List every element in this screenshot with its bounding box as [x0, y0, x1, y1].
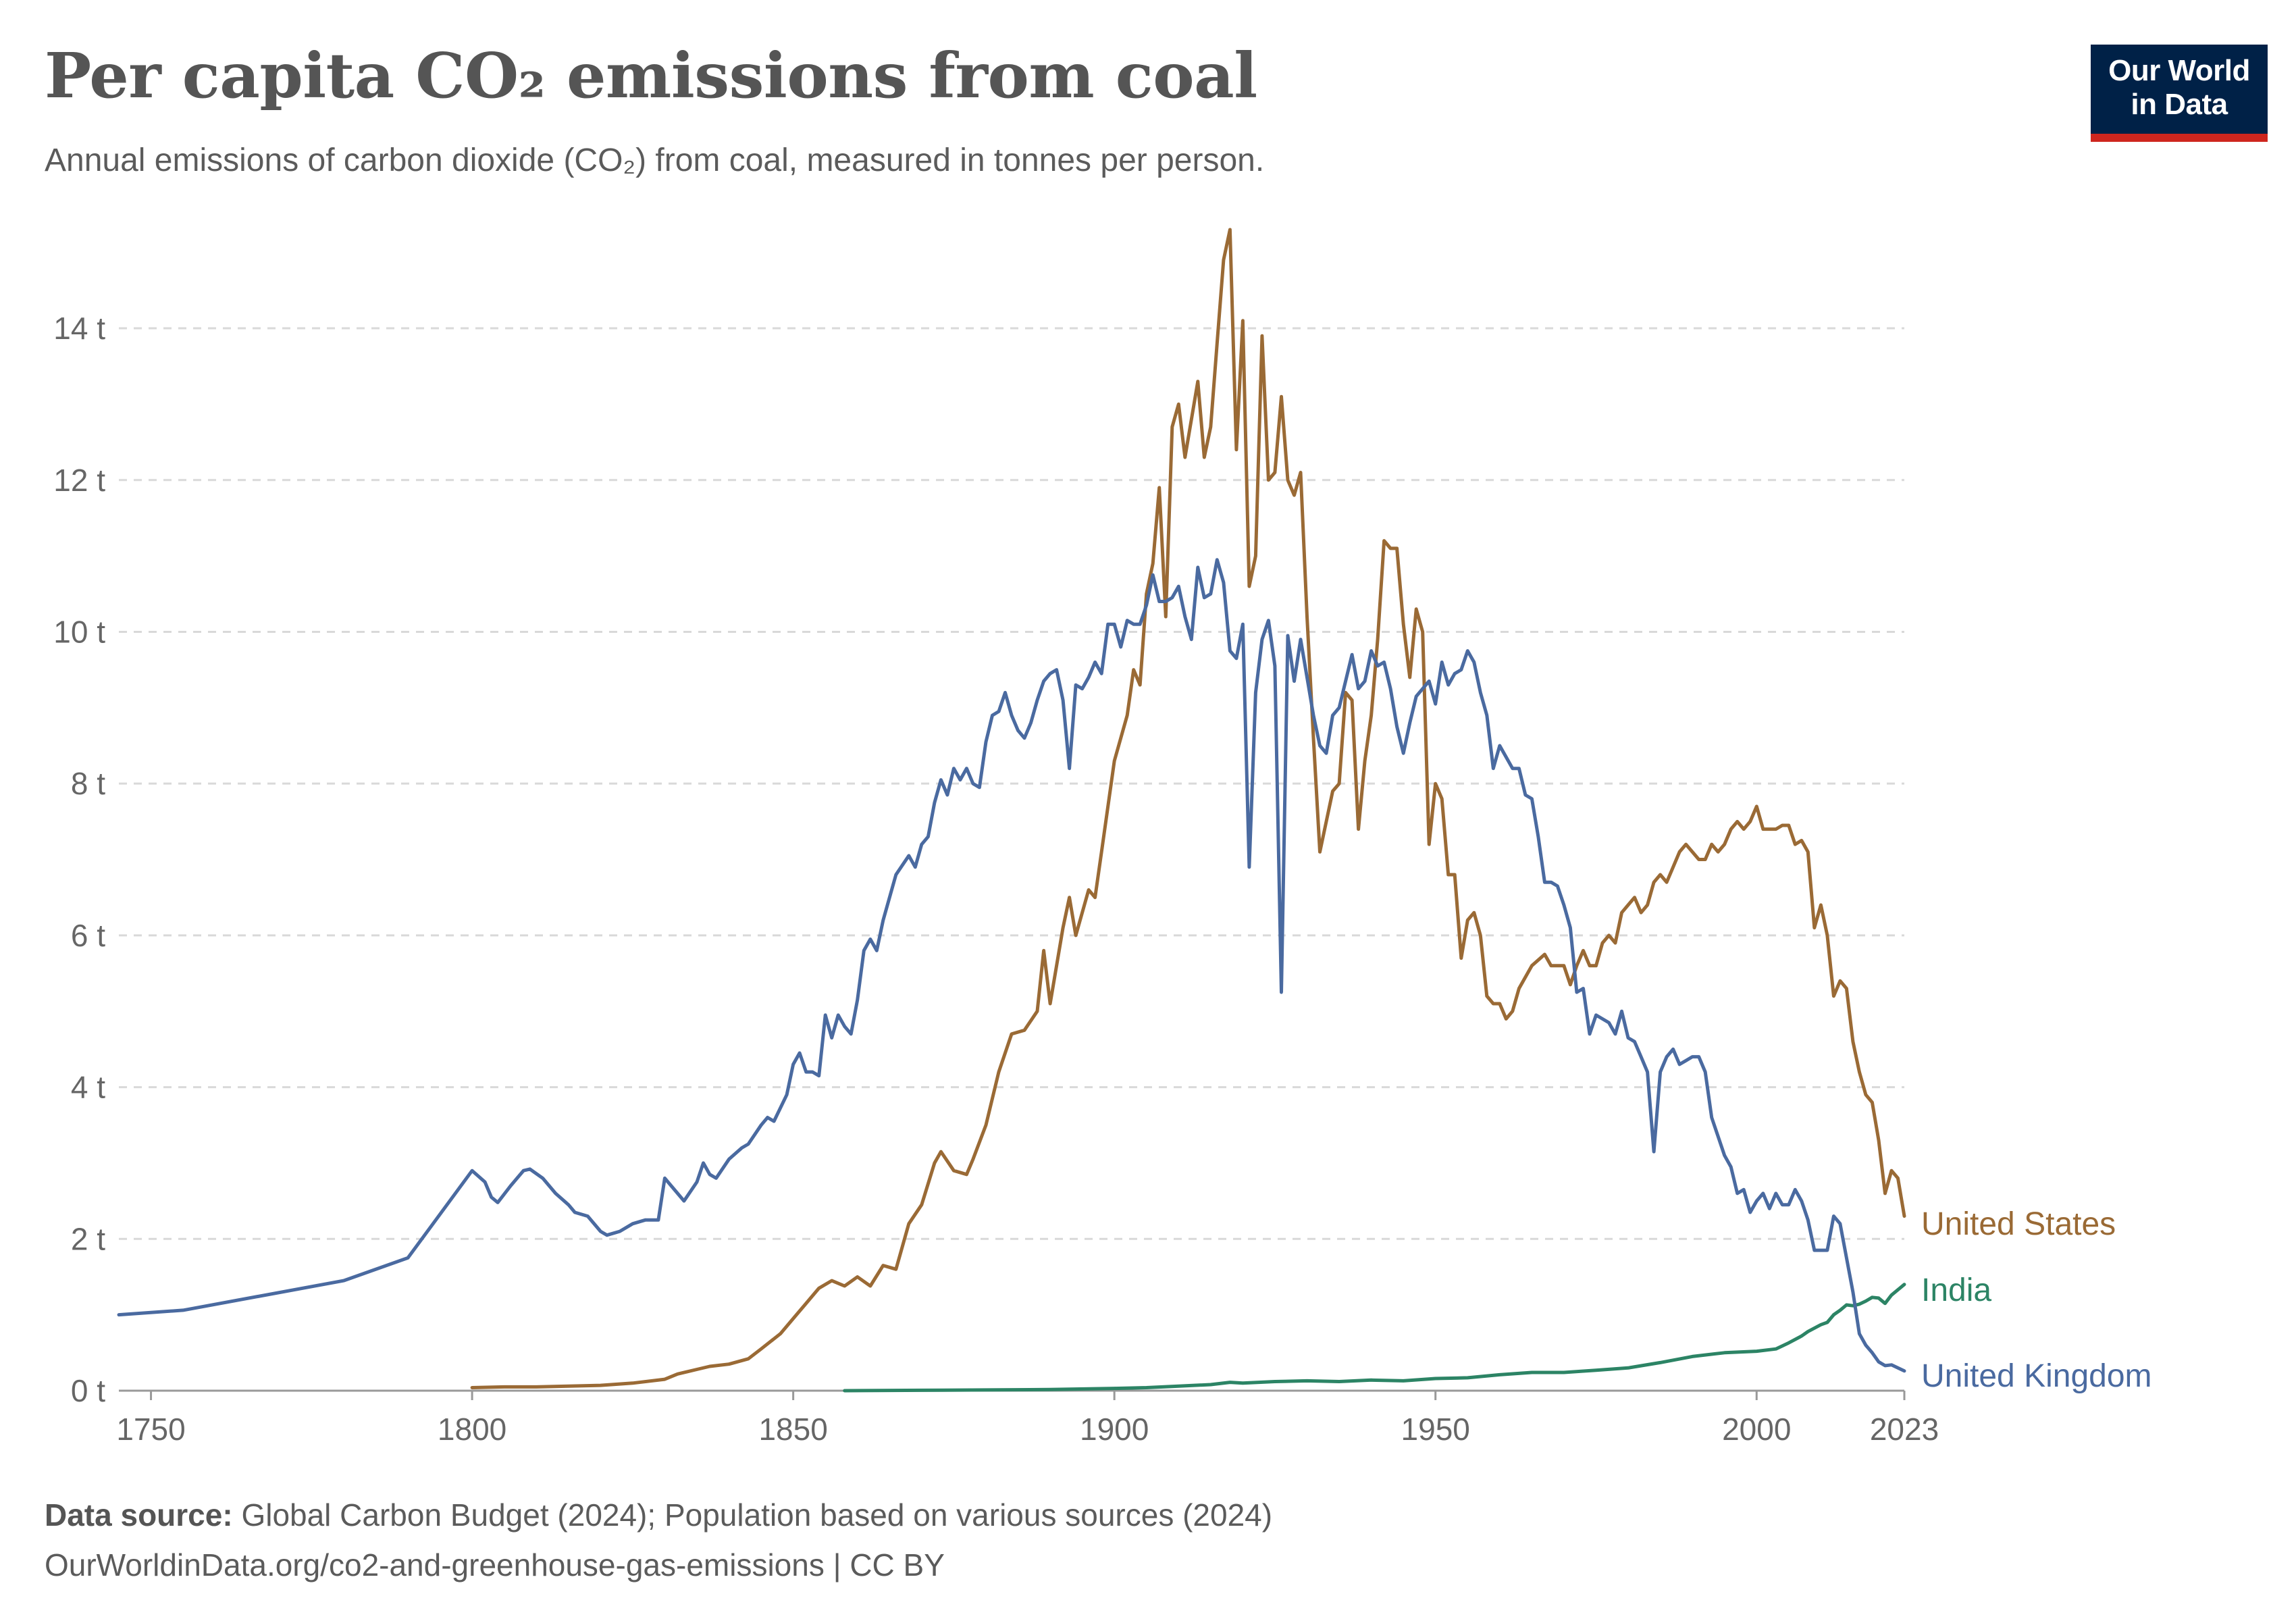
data-source-line: Data source: Global Carbon Budget (2024)… [45, 1497, 1272, 1533]
logo-line-1: Our World [2108, 54, 2250, 87]
series-line-india [843, 1283, 1906, 1393]
y-tick-label: 12 t [53, 463, 105, 498]
y-tick-label: 10 t [53, 614, 105, 649]
x-tick-label: 1800 [438, 1412, 506, 1447]
series-label-united-states: United States [1921, 1206, 2116, 1242]
series-label-india: India [1921, 1272, 1991, 1308]
y-tick-label: 14 t [53, 311, 105, 346]
logo-line-2: in Data [2131, 88, 2228, 121]
chart-title: Per capita CO₂ emissions from coal [45, 39, 1257, 112]
y-tick-label: 0 t [71, 1373, 105, 1408]
chart-subtitle: Annual emissions of carbon dioxide (CO₂)… [45, 143, 1265, 178]
y-tick-label: 2 t [71, 1221, 105, 1256]
source-url-line[interactable]: OurWorldinData.org/co2-and-greenhouse-ga… [45, 1547, 945, 1583]
series-line-united-states [470, 228, 1906, 1389]
line-chart: 0 t 2 t 4 t 6 t 8 t 10 t 12 t 14 t 1750 1800 1850 1… [53, 228, 2152, 1447]
x-tick-label: 1850 [758, 1412, 827, 1447]
x-tick-label: 1750 [116, 1412, 185, 1447]
y-tick-label: 6 t [71, 918, 105, 953]
owid-logo[interactable]: Our World in Data [2091, 45, 2268, 142]
x-tick-label: 1900 [1080, 1412, 1149, 1447]
data-source-label: Data source: [45, 1497, 233, 1533]
y-tick-label: 8 t [71, 766, 105, 801]
x-tick-label: 2023 [1870, 1412, 1939, 1447]
y-tick-label: 4 t [71, 1070, 105, 1105]
x-tick-label: 2000 [1722, 1412, 1791, 1447]
series-line-united-kingdom [117, 558, 1906, 1373]
data-source-text: Global Carbon Budget (2024); Population … [241, 1497, 1273, 1533]
x-tick-label: 1950 [1401, 1412, 1470, 1447]
series-label-united-kingdom: United Kingdom [1921, 1358, 2152, 1394]
